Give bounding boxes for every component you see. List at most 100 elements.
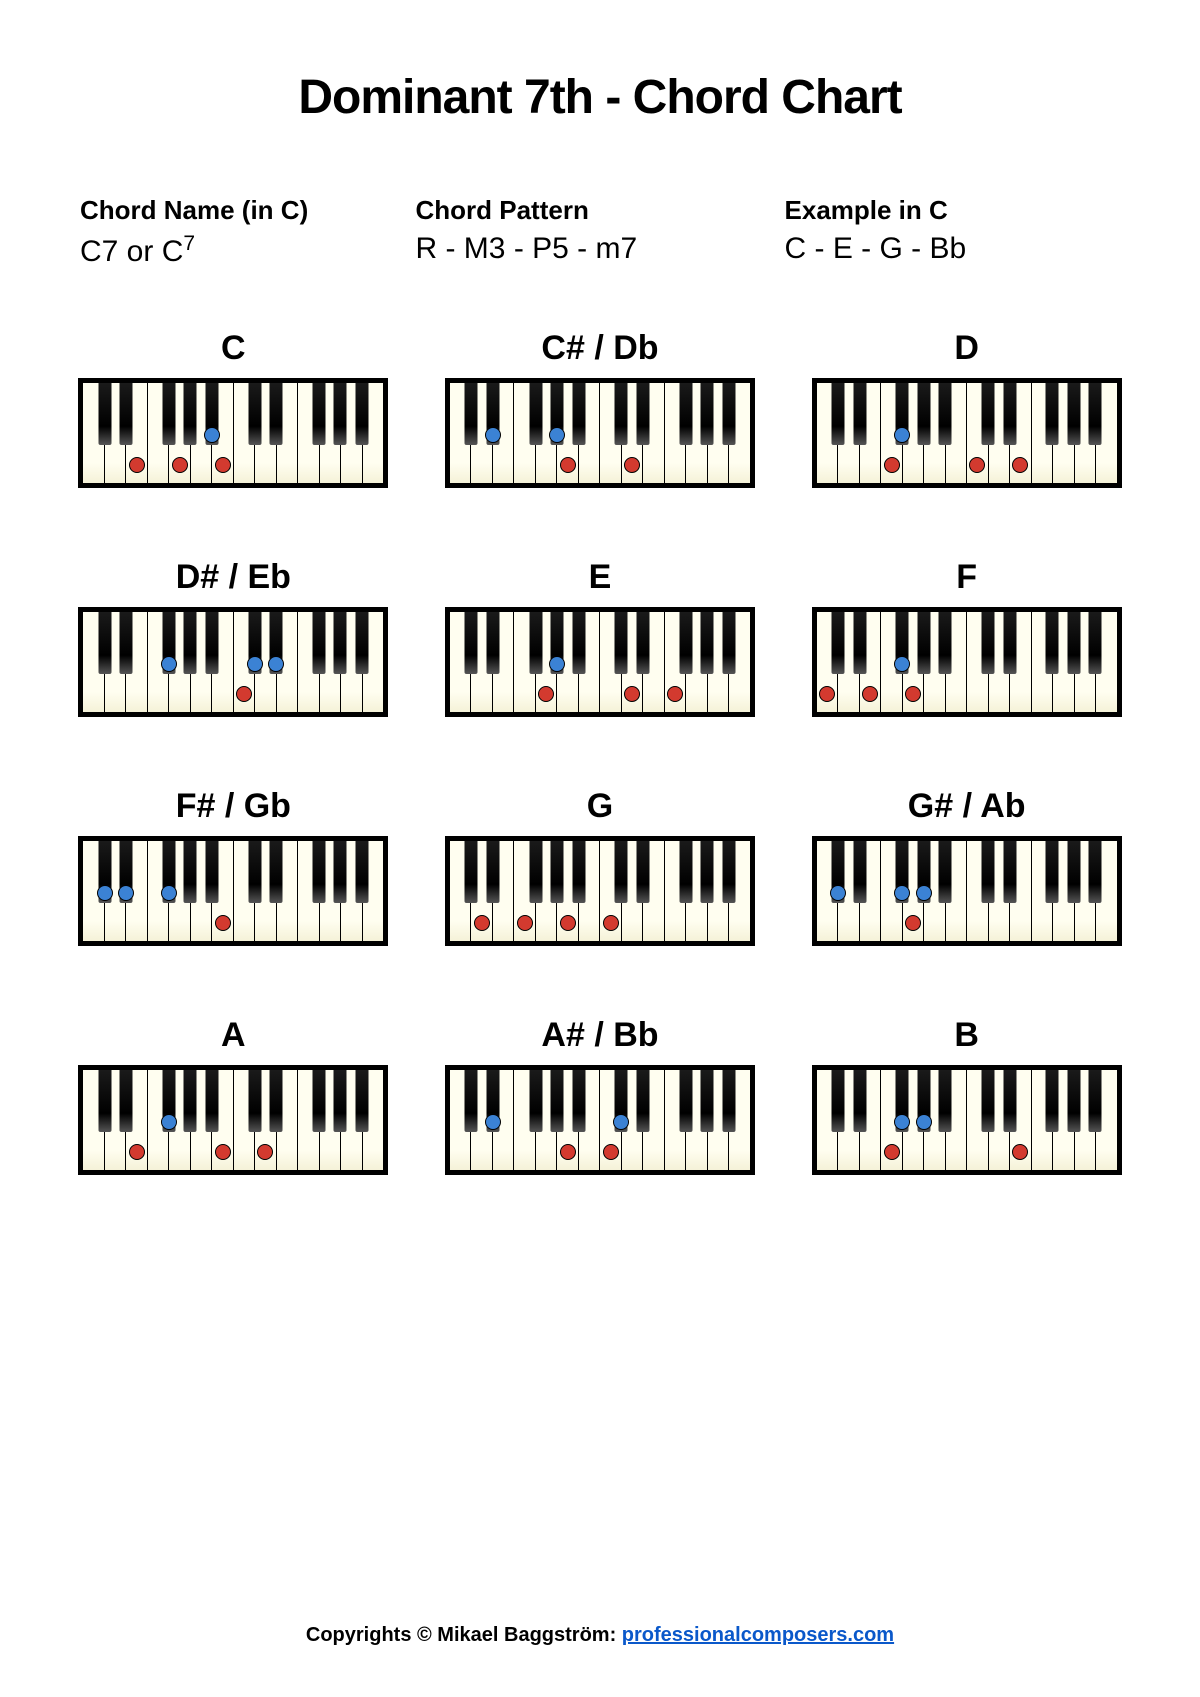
white-key: [686, 383, 708, 483]
white-key: [320, 841, 342, 941]
white-key: [1096, 1070, 1117, 1170]
white-key: [686, 612, 708, 712]
footer: Copyrights © Mikael Baggström: professio…: [0, 1624, 1200, 1647]
note-dot-blue: [916, 885, 932, 901]
keyboard-diagram: [445, 1065, 755, 1175]
white-key: [686, 841, 708, 941]
chord-label: A# / Bb: [437, 1016, 764, 1055]
white-key: [363, 612, 384, 712]
note-dot-blue: [894, 656, 910, 672]
note-dot-blue: [894, 427, 910, 443]
white-key: [1032, 612, 1054, 712]
white-key: [579, 383, 601, 483]
note-dot-red: [129, 1144, 145, 1160]
white-key: [729, 1070, 750, 1170]
white-key: [255, 841, 277, 941]
keyboard-diagram: [78, 1065, 388, 1175]
white-key: [493, 841, 515, 941]
white-key: [83, 383, 105, 483]
chord-name-value: C7 or C7: [80, 232, 415, 269]
white-key: [686, 1070, 708, 1170]
keyboard-diagram: [78, 607, 388, 717]
white-key: [860, 383, 882, 483]
chord-pattern-value: R - M3 - P5 - m7: [415, 232, 784, 266]
white-key: [234, 383, 256, 483]
keyboard-diagram: [445, 378, 755, 488]
white-key: [255, 383, 277, 483]
white-key: [298, 612, 320, 712]
keyboard-diagram: [445, 607, 755, 717]
white-key: [1032, 1070, 1054, 1170]
note-dot-red: [884, 1144, 900, 1160]
note-dot-red: [905, 686, 921, 702]
chord-cell: A: [70, 1016, 397, 1175]
white-key: [643, 1070, 665, 1170]
white-key: [1096, 841, 1117, 941]
note-dot-blue: [894, 885, 910, 901]
white-key: [450, 612, 472, 712]
white-key: [1075, 841, 1097, 941]
note-dot-red: [215, 915, 231, 931]
white-key: [989, 383, 1011, 483]
white-key: [514, 612, 536, 712]
note-dot-red: [862, 686, 878, 702]
white-key: [234, 841, 256, 941]
note-dot-red: [474, 915, 490, 931]
note-dot-blue: [485, 427, 501, 443]
chord-pattern-label: Chord Pattern: [415, 195, 784, 226]
white-key: [643, 841, 665, 941]
note-dot-red: [560, 915, 576, 931]
white-key: [946, 841, 968, 941]
white-key: [320, 1070, 342, 1170]
footer-link[interactable]: professionalcomposers.com: [622, 1624, 894, 1646]
note-dot-red: [215, 1144, 231, 1160]
keyboard-diagram: [812, 1065, 1122, 1175]
white-key: [105, 1070, 127, 1170]
chord-cell: B: [803, 1016, 1130, 1175]
note-dot-blue: [916, 1114, 932, 1130]
info-row: Chord Name (in C) C7 or C7 Chord Pattern…: [70, 195, 1130, 269]
white-key: [708, 383, 730, 483]
white-key: [1096, 383, 1117, 483]
note-dot-blue: [161, 656, 177, 672]
chord-name-label: Chord Name (in C): [80, 195, 415, 226]
note-dot-red: [129, 457, 145, 473]
chord-label: C# / Db: [437, 329, 764, 368]
info-col-example: Example in C C - E - G - Bb: [785, 195, 1120, 269]
white-key: [126, 612, 148, 712]
chord-cell: F: [803, 558, 1130, 717]
info-col-chord-name: Chord Name (in C) C7 or C7: [80, 195, 415, 269]
white-key: [946, 612, 968, 712]
white-key: [191, 1070, 213, 1170]
white-key: [83, 1070, 105, 1170]
keyboard-diagram: [78, 836, 388, 946]
white-key: [967, 1070, 989, 1170]
white-key: [600, 383, 622, 483]
white-key: [450, 1070, 472, 1170]
white-key: [298, 383, 320, 483]
white-key: [989, 612, 1011, 712]
white-key: [363, 841, 384, 941]
note-dot-red: [624, 686, 640, 702]
white-key: [450, 841, 472, 941]
note-dot-red: [236, 686, 252, 702]
white-key: [1096, 612, 1117, 712]
keyboard-diagram: [78, 378, 388, 488]
white-key: [298, 1070, 320, 1170]
chord-label: A: [70, 1016, 397, 1055]
white-key: [579, 1070, 601, 1170]
note-dot-red: [517, 915, 533, 931]
white-key: [341, 841, 363, 941]
chord-cell: E: [437, 558, 764, 717]
white-key: [234, 1070, 256, 1170]
note-dot-red: [603, 915, 619, 931]
white-key: [320, 612, 342, 712]
note-dot-blue: [549, 427, 565, 443]
white-key: [989, 1070, 1011, 1170]
chord-label: G# / Ab: [803, 787, 1130, 826]
white-key: [708, 1070, 730, 1170]
chord-label: C: [70, 329, 397, 368]
white-key: [665, 1070, 687, 1170]
chord-cell: A# / Bb: [437, 1016, 764, 1175]
note-dot-red: [819, 686, 835, 702]
